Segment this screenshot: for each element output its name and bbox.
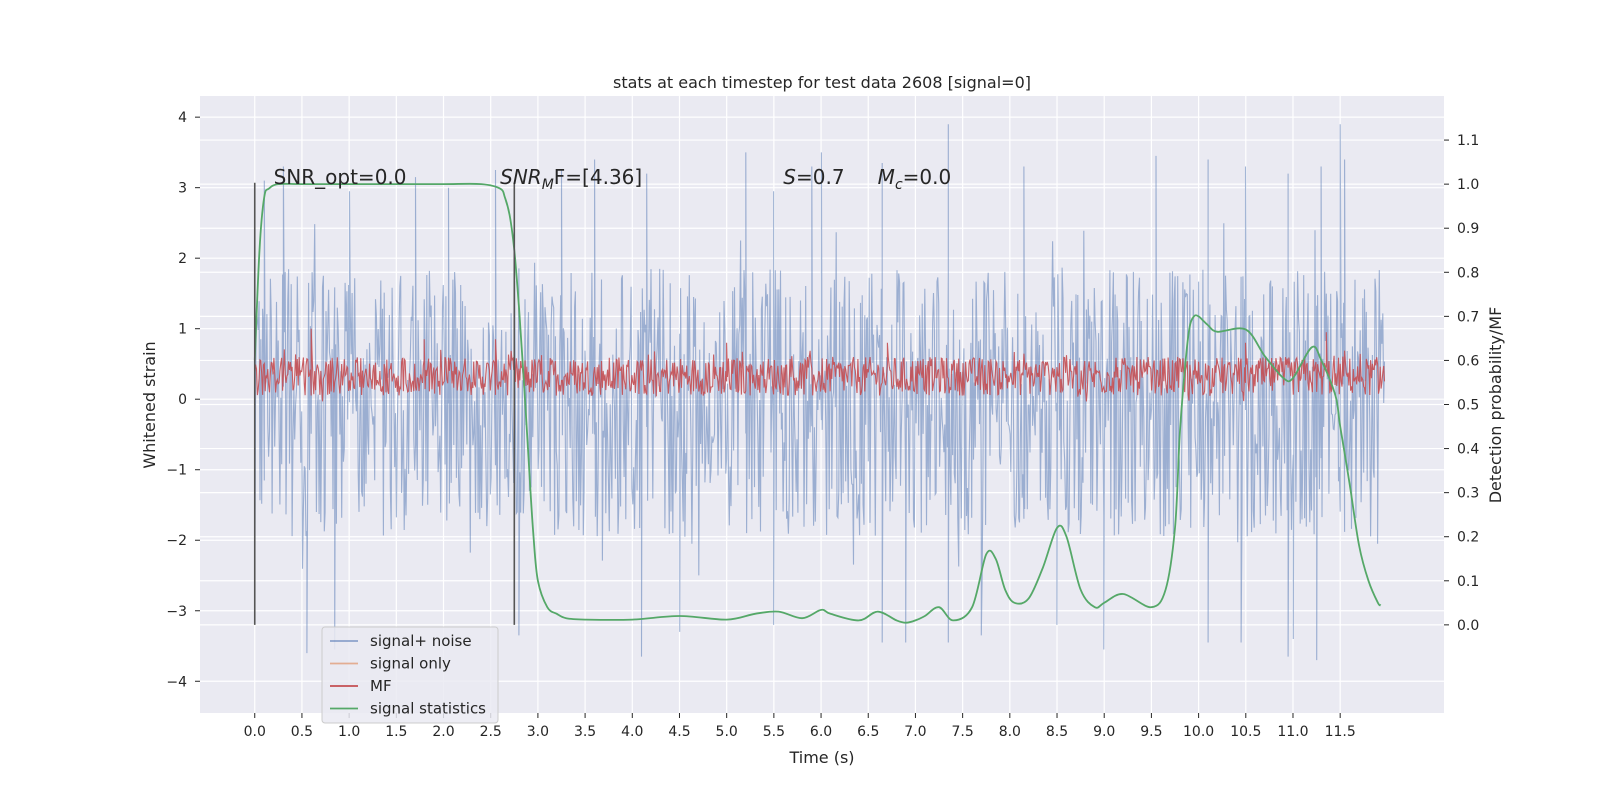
legend-label: signal only (370, 655, 451, 673)
x-tick-label: 8.0 (999, 724, 1021, 740)
legend-label: signal statistics (370, 700, 486, 718)
y-left-tick-label: −2 (166, 533, 187, 549)
y-axis-right-label: Detection probability/MF (1486, 307, 1505, 504)
y-left-tick-label: −3 (166, 604, 187, 620)
x-tick-label: 7.0 (904, 724, 926, 740)
x-tick-label: 3.5 (574, 724, 596, 740)
x-tick-label: 11.0 (1277, 724, 1308, 740)
x-tick-label: 3.0 (527, 724, 549, 740)
legend-label: MF (370, 677, 392, 695)
legend-box (321, 626, 499, 724)
axes: 0.0 0.5 1.0 1.5 2.0 2.5 3.0 3.5 4.0 4.5 5.0 5.5 6.0 6… (166, 110, 1479, 740)
y-right-tick-label: 0.0 (1457, 618, 1479, 634)
annotation-subscript: M (542, 177, 554, 193)
annotations: SNR_opt=0.0 SNRMF=[4.36] S=0.7 Mc=0.0 (274, 165, 952, 193)
x-tick-label: 8.5 (1046, 724, 1068, 740)
y-left-tick-label: 3 (178, 181, 187, 197)
y-right-tick-label: 1.1 (1457, 133, 1479, 149)
y-left-tick-label: 1 (178, 322, 187, 338)
y-right-tick-label: 1.0 (1457, 177, 1479, 193)
legend: signal+ noise signal only MF signal statist… (321, 626, 499, 724)
x-tick-label: 0.5 (291, 724, 313, 740)
y-right-tick-label: 0.1 (1457, 574, 1479, 590)
annotation-text: SNR_opt=0.0 (274, 165, 407, 189)
x-tick-label: 1.5 (385, 724, 407, 740)
y-right-tick-label: 0.4 (1457, 442, 1479, 458)
y-right-tick-label: 0.8 (1457, 265, 1479, 281)
x-tick-label: 1.0 (338, 724, 360, 740)
annotation-value: =0.0 (903, 165, 952, 189)
y-left-tick-label: −1 (166, 463, 187, 479)
x-tick-label: 4.5 (668, 724, 690, 740)
annotation-main: S (783, 165, 796, 189)
x-tick-label: 9.5 (1140, 724, 1162, 740)
x-tick-label: 2.5 (480, 724, 502, 740)
x-axis-label: Time (s) (788, 748, 854, 767)
y-left-tick-label: 2 (178, 251, 187, 267)
annotation-text: SNRMF=[4.36] (500, 165, 642, 193)
series-mf (254, 328, 1386, 402)
y-right-tick-label: 0.6 (1457, 353, 1479, 369)
x-tick-label: 2.0 (432, 724, 454, 740)
annotation-value: F=[4.36] (554, 165, 642, 189)
x-tick-label: 9.0 (1093, 724, 1115, 740)
chart-title: stats at each timestep for test data 260… (613, 73, 1031, 92)
y-left-tick-label: 0 (178, 392, 187, 408)
annotation-main: M (878, 165, 895, 189)
y-right-tick-label: 0.3 (1457, 486, 1479, 502)
x-tick-label: 0.0 (244, 724, 266, 740)
x-tick-label: 7.5 (952, 724, 974, 740)
y-left-tick-label: 4 (178, 110, 187, 126)
annotation-subscript: c (895, 177, 903, 193)
y-right-tick-label: 0.9 (1457, 221, 1479, 237)
series-signal-statistics (253, 182, 1382, 624)
series-signal-noise (254, 124, 1386, 661)
y-axis-left-label: Whitened strain (140, 341, 159, 468)
vertical-markers (253, 182, 516, 625)
series-layer (253, 124, 1386, 661)
annotation-value: =0.7 (796, 165, 845, 189)
x-tick-label: 6.0 (810, 724, 832, 740)
annotation-main: SNR_opt=0.0 (274, 165, 407, 189)
x-tick-label: 10.5 (1230, 724, 1261, 740)
y-left-tick-label: −4 (166, 674, 187, 690)
x-tick-label: 5.0 (716, 724, 738, 740)
y-right-tick-label: 0.5 (1457, 398, 1479, 414)
y-right-tick-label: 0.7 (1457, 309, 1479, 325)
annotation-main: SNR (500, 165, 542, 189)
x-tick-label: 11.5 (1325, 724, 1356, 740)
y-right-tick-label: 0.2 (1457, 530, 1479, 546)
annotation-text: S=0.7 (783, 165, 844, 189)
x-tick-label: 6.5 (857, 724, 879, 740)
annotation-text: Mc=0.0 (878, 165, 952, 193)
x-tick-label: 10.0 (1183, 724, 1214, 740)
x-tick-label: 4.0 (621, 724, 643, 740)
legend-label: signal+ noise (370, 632, 472, 650)
x-tick-label: 5.5 (763, 724, 785, 740)
